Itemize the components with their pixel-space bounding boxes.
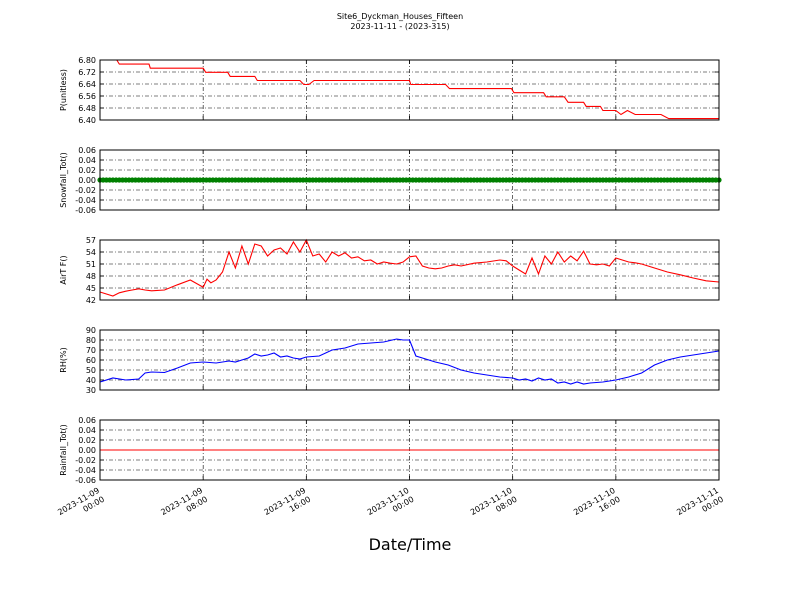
y-tick-label: 6.80 (78, 56, 96, 65)
y-tick-label: -0.04 (75, 466, 96, 475)
plot-frame (99, 59, 720, 121)
y-tick-label: 0.04 (78, 426, 96, 435)
y-tick-label: 60 (86, 356, 96, 365)
y-tick-label: 0.02 (78, 436, 96, 445)
y-tick-label: 0.04 (78, 156, 96, 165)
y-tick-label: 0.02 (78, 166, 96, 175)
figure-title-line1: Site6_Dyckman_Houses_Fifteen (337, 12, 463, 21)
y-axis-label: Rainfall_Tot() (59, 424, 68, 476)
y-tick-label: 30 (86, 386, 96, 395)
chart-panel-3: 57 54 51 48 45 42 AirT F() (59, 236, 720, 305)
y-axis-label: P(unitless) (59, 69, 68, 111)
plot-frame (99, 149, 720, 211)
figure-title-line2: 2023-11-11 - (2023-315) (350, 22, 449, 31)
y-tick-label: -0.02 (75, 186, 96, 195)
y-tick-label: -0.06 (75, 206, 96, 215)
y-tick-label: 70 (86, 346, 96, 355)
y-tick-label: 54 (86, 248, 96, 257)
y-tick-label: 0.06 (78, 146, 96, 155)
y-tick-label: 6.64 (78, 80, 96, 89)
y-tick-label: 90 (86, 326, 96, 335)
y-tick-label: 6.56 (78, 92, 96, 101)
y-tick-label: 6.40 (78, 116, 96, 125)
series-line (99, 238, 720, 297)
chart-panel-1: 6.80 6.72 6.64 6.56 6.48 6.40 P(unitless) (59, 56, 720, 125)
y-tick-label: -0.02 (75, 456, 96, 465)
y-tick-label: 0.00 (78, 176, 96, 185)
plot-frame (99, 419, 720, 481)
plot-frame (99, 329, 720, 391)
y-axis-label: RH(%) (59, 347, 68, 372)
x-axis-label: Date/Time (369, 535, 452, 554)
y-tick-label: 50 (86, 366, 96, 375)
y-tick-label: 40 (86, 376, 96, 385)
y-tick-label: 51 (86, 260, 96, 269)
y-tick-label: 6.72 (78, 68, 96, 77)
chart-panels: 6.806.726.646.566.486.40P(unitless)0.060… (59, 56, 722, 485)
series-line (100, 59, 719, 120)
series-line (99, 338, 720, 385)
plot-frame (99, 239, 720, 301)
y-tick-label: 0.06 (78, 416, 96, 425)
y-tick-label: 80 (86, 336, 96, 345)
y-tick-label: 42 (86, 296, 96, 305)
y-axis-label: AirT F() (59, 255, 68, 284)
chart-panel-5: 0.060.040.020.00-0.02-0.04-0.06 Rainfall_… (59, 416, 720, 485)
y-tick-label: -0.06 (75, 476, 96, 485)
y-axis-label: Snowfall_Tot() (59, 152, 68, 208)
y-tick-label: 57 (86, 236, 96, 245)
y-tick-label: 6.48 (78, 104, 96, 113)
chart-panel-2: 0.060.040.020.00-0.02-0.04-0.06 Snowfall_… (59, 146, 722, 215)
y-tick-label: 48 (86, 272, 96, 281)
y-tick-label: 45 (86, 284, 96, 293)
y-tick-label: 0.00 (78, 446, 96, 455)
y-tick-label: -0.04 (75, 196, 96, 205)
